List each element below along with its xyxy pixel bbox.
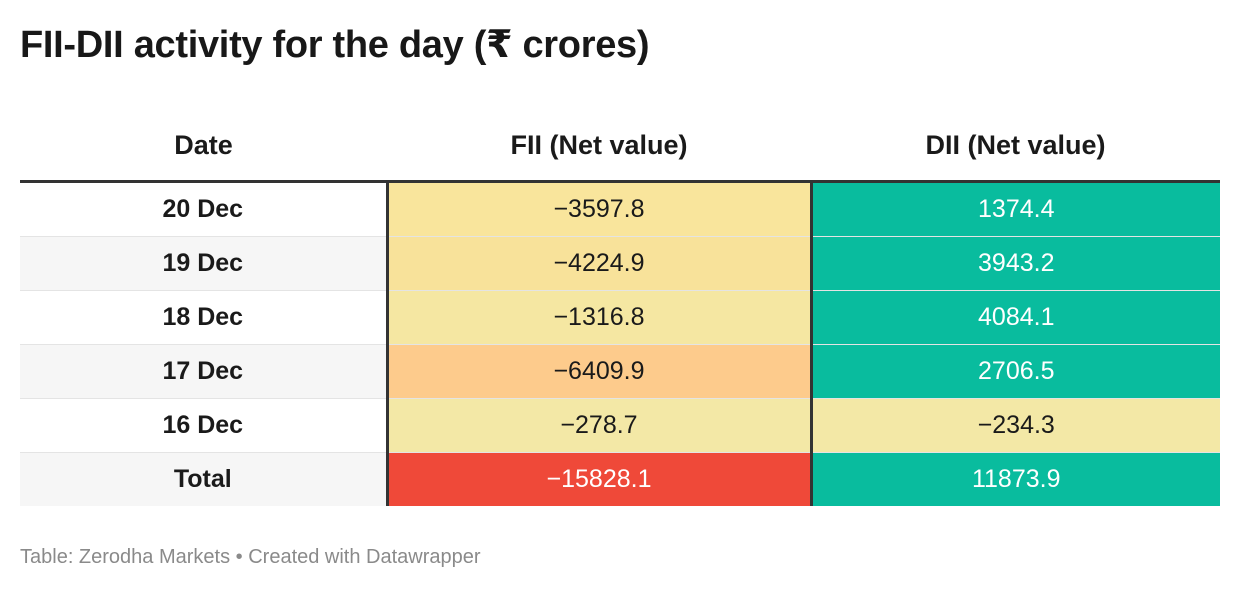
date-cell: 20 Dec	[20, 181, 389, 237]
table-body: 20 Dec −3597.8 1374.4 19 Dec −4224.9 3943.2 18…	[20, 181, 1220, 506]
column-header-dii[interactable]: DII (Net value)	[811, 110, 1220, 183]
table-row: 19 Dec −4224.9 3943.2	[20, 236, 1220, 291]
fii-value-cell: −1316.8	[387, 290, 813, 345]
date-cell: 16 Dec	[20, 398, 389, 453]
column-header-fii[interactable]: FII (Net value)	[387, 110, 811, 183]
total-row: Total −15828.1 11873.9	[20, 452, 1220, 506]
dii-value-cell: 11873.9	[811, 452, 1220, 506]
fii-value-cell: −4224.9	[387, 236, 813, 291]
chart-title: FII-DII activity for the day (₹ crores)	[20, 24, 650, 66]
column-header-date[interactable]: Date	[20, 110, 387, 183]
dii-value-cell: 3943.2	[811, 236, 1220, 291]
table-row: 17 Dec −6409.9 2706.5	[20, 344, 1220, 399]
table-header-row: Date FII (Net value) DII (Net value)	[20, 110, 1220, 183]
date-cell: 18 Dec	[20, 290, 389, 345]
date-cell: Total	[20, 452, 389, 506]
fii-value-cell: −6409.9	[387, 344, 813, 399]
table-row: 20 Dec −3597.8 1374.4	[20, 181, 1220, 237]
dii-value-cell: −234.3	[811, 398, 1220, 453]
table-row: 16 Dec −278.7 −234.3	[20, 398, 1220, 453]
dii-value-cell: 2706.5	[811, 344, 1220, 399]
source-note: Table: Zerodha Markets • Created with Da…	[20, 546, 481, 568]
fii-value-cell: −3597.8	[387, 181, 813, 237]
table-row: 18 Dec −1316.8 4084.1	[20, 290, 1220, 345]
fii-value-cell: −15828.1	[387, 452, 813, 506]
date-cell: 17 Dec	[20, 344, 389, 399]
fii-dii-table: Date FII (Net value) DII (Net value) 20 …	[20, 110, 1220, 506]
date-cell: 19 Dec	[20, 236, 389, 291]
fii-value-cell: −278.7	[387, 398, 813, 453]
dii-value-cell: 4084.1	[811, 290, 1220, 345]
dii-value-cell: 1374.4	[811, 181, 1220, 237]
